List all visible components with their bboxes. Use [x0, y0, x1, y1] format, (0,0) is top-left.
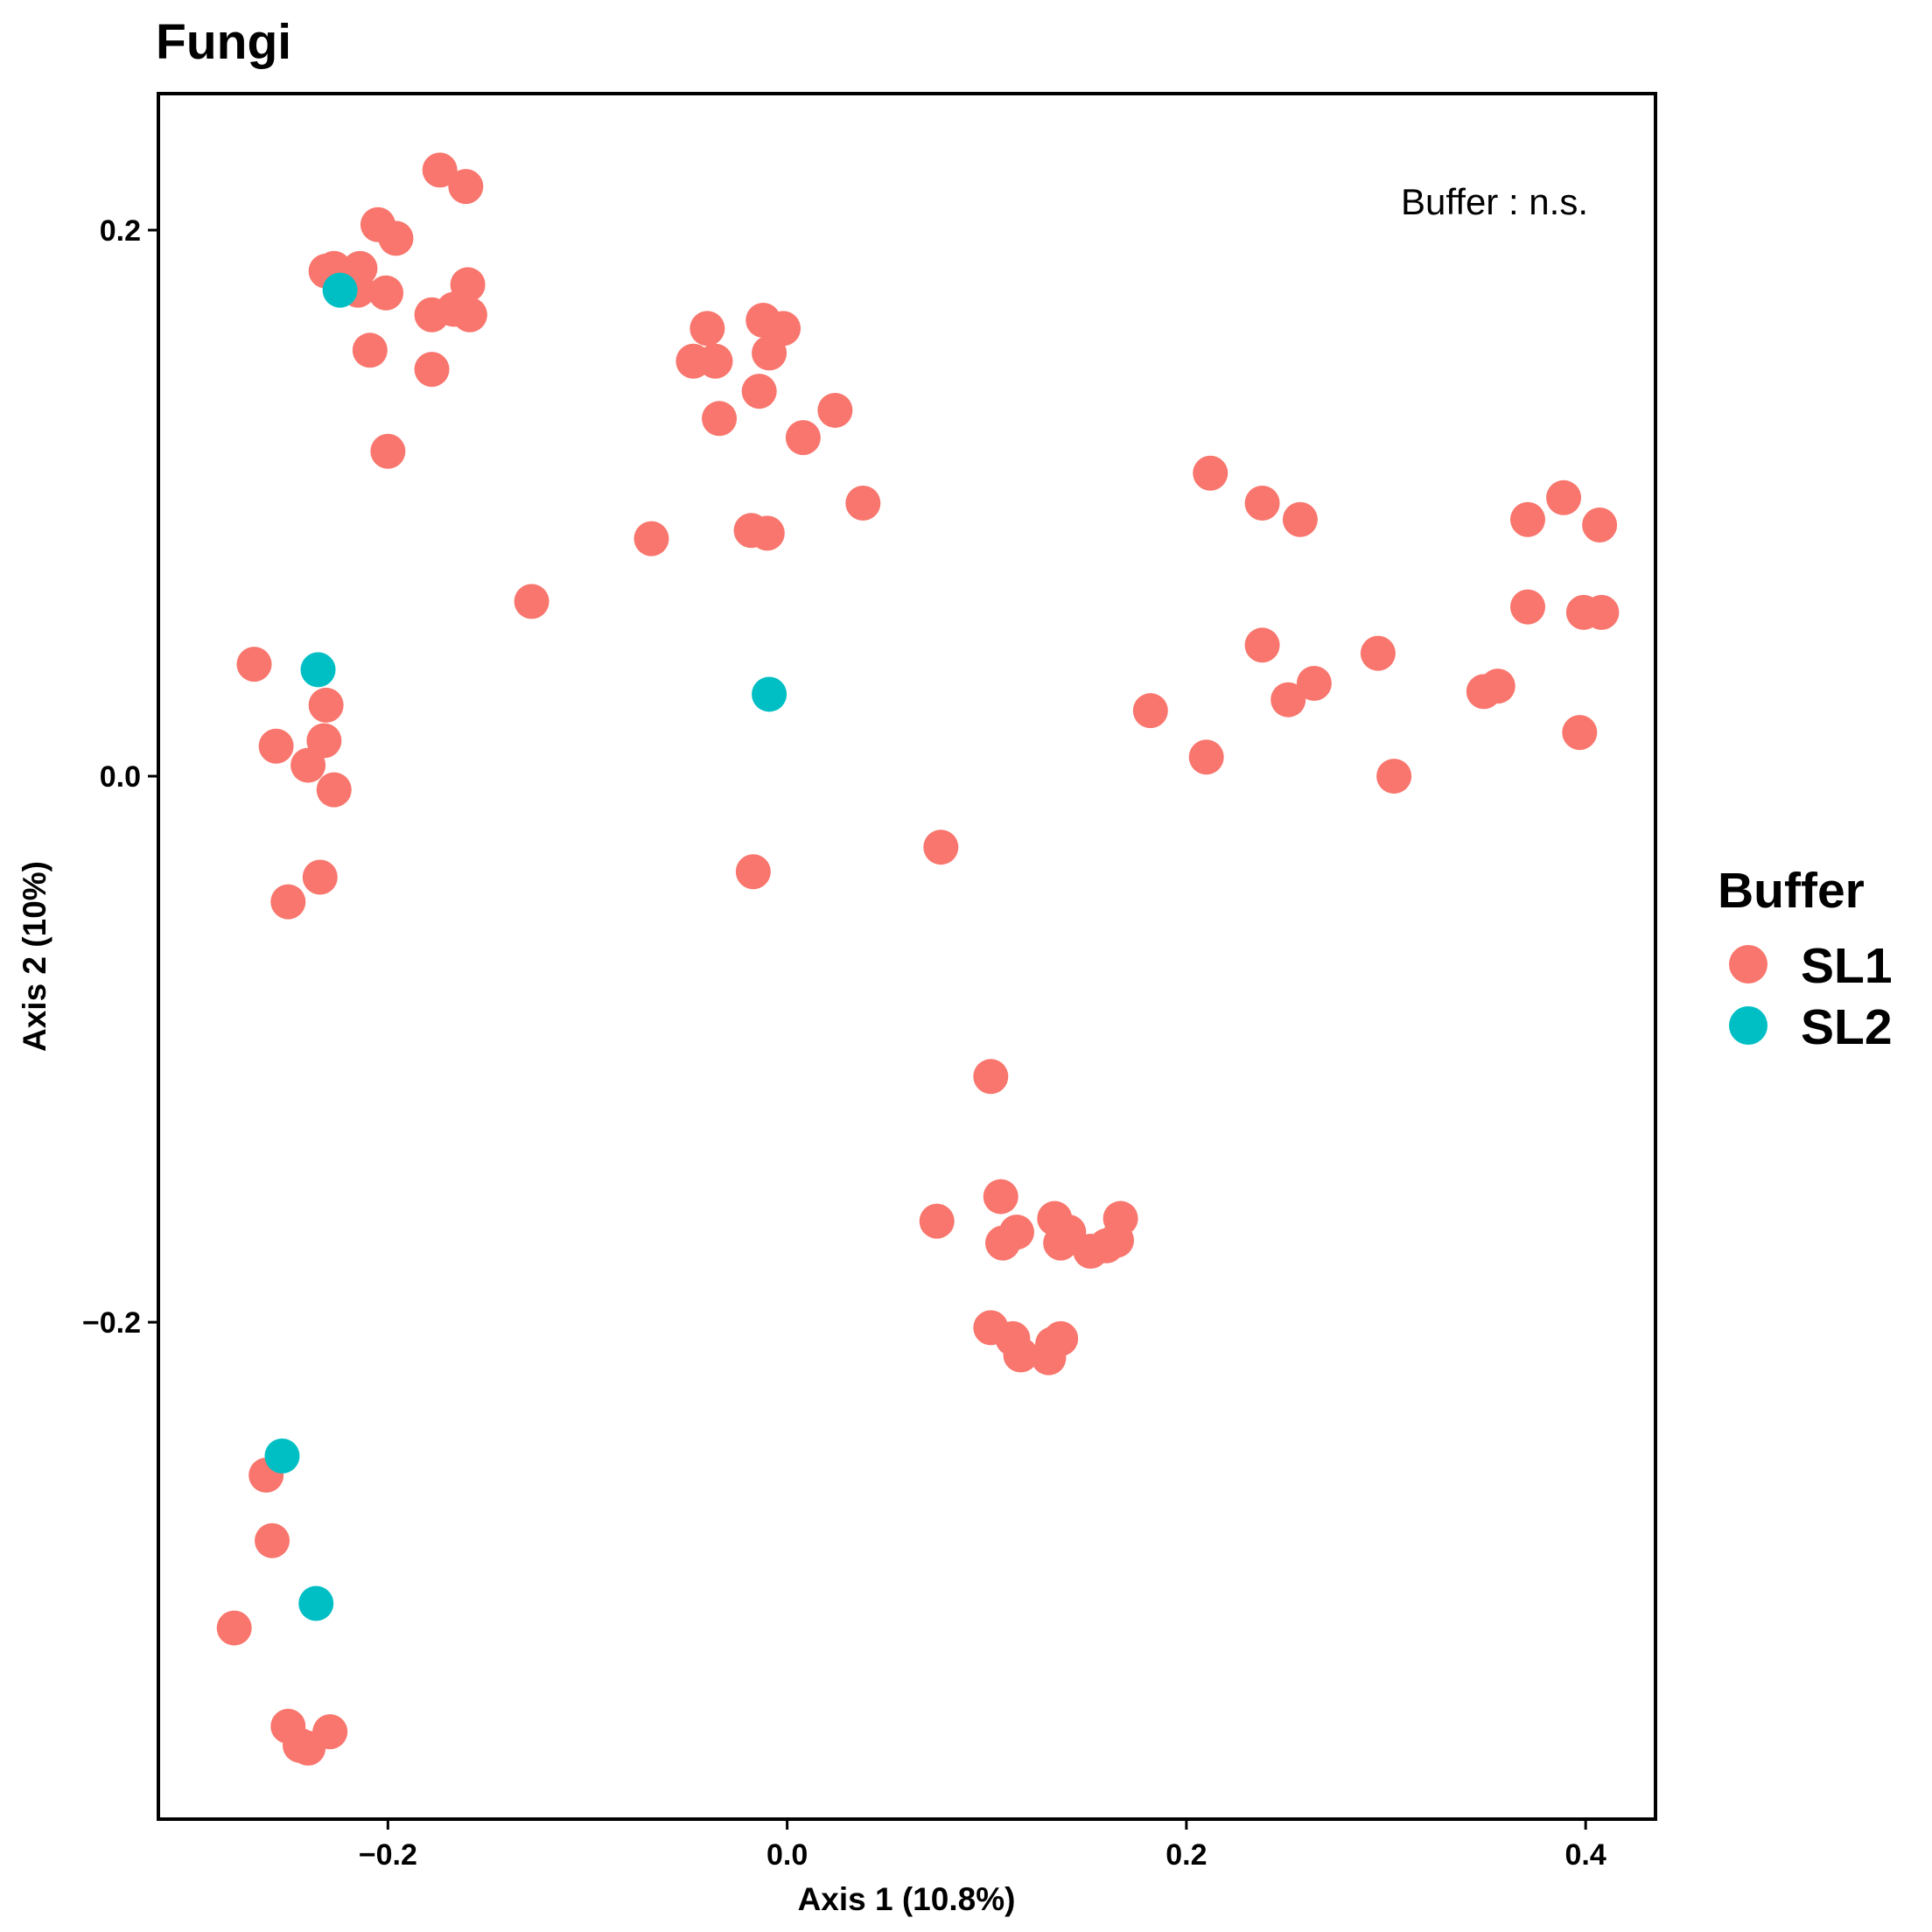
point-sl1	[634, 521, 669, 556]
legend-key-sl1	[1729, 945, 1768, 984]
legend-key-sl2	[1729, 1006, 1768, 1045]
point-sl1	[1582, 508, 1618, 542]
point-sl1	[1509, 589, 1545, 625]
point-sl1	[985, 1225, 1021, 1261]
point-sl2	[264, 1438, 300, 1474]
point-sl1	[845, 486, 881, 522]
point-sl1	[1035, 1326, 1071, 1362]
point-sl1	[919, 1203, 955, 1239]
point-sl1	[983, 1179, 1018, 1214]
point-sl1	[1003, 1337, 1039, 1373]
point-sl1	[270, 884, 306, 920]
point-sl1	[1360, 635, 1396, 671]
point-sl1	[1244, 627, 1280, 663]
x-axis-label: Axis 1 (10.8%)	[798, 1881, 1016, 1917]
point-sl1	[1296, 665, 1332, 701]
point-sl1	[1282, 501, 1318, 537]
point-sl1	[1376, 759, 1412, 794]
point-sl1	[1270, 682, 1306, 718]
point-sl1	[216, 1610, 252, 1646]
point-sl1	[1244, 486, 1280, 522]
y-tick-label: −0.2	[82, 1306, 141, 1340]
significance-annotation: Buffer : n.s.	[1401, 181, 1588, 222]
point-sl1	[923, 830, 959, 865]
point-sl1	[741, 374, 777, 410]
point-sl1	[697, 343, 733, 379]
point-sl1	[1088, 1228, 1124, 1264]
point-sl1	[1188, 739, 1224, 775]
point-sl1	[316, 772, 352, 808]
y-axis-label: Axis 2 (10%)	[17, 861, 52, 1052]
point-sl1	[973, 1059, 1009, 1095]
point-sl2	[752, 676, 788, 712]
point-sl1	[255, 1522, 290, 1558]
point-sl2	[300, 652, 336, 688]
point-sl1	[258, 728, 294, 764]
point-sl2	[322, 272, 358, 308]
y-axis: 0.2 0.0 −0.2	[82, 214, 158, 1340]
chart-title: Fungi	[156, 14, 291, 70]
point-sl1	[690, 311, 725, 346]
legend-label-sl2: SL2	[1801, 999, 1893, 1055]
point-sl1	[448, 169, 484, 205]
point-sl1	[302, 859, 338, 895]
x-tick-label: 0.4	[1565, 1838, 1606, 1872]
point-sl1	[414, 352, 450, 388]
point-sl1	[290, 1730, 326, 1766]
x-tick-label: −0.2	[359, 1838, 417, 1872]
x-tick-label: 0.0	[766, 1838, 808, 1872]
point-sl1	[236, 647, 272, 682]
point-sl1	[378, 220, 414, 256]
point-sl1	[1584, 594, 1620, 630]
point-sl1	[1193, 455, 1228, 491]
data-points	[216, 152, 1620, 1766]
point-sl1	[1509, 501, 1545, 537]
point-sl1	[1546, 480, 1582, 515]
x-tick-label: 0.2	[1166, 1838, 1207, 1872]
point-sl2	[298, 1586, 334, 1621]
point-sl1	[370, 433, 406, 469]
point-sl1	[749, 515, 785, 551]
point-sl1	[702, 401, 738, 437]
point-sl1	[452, 297, 487, 332]
point-sl1	[1562, 715, 1598, 751]
point-sl1	[352, 332, 388, 368]
point-sl1	[368, 275, 404, 311]
point-sl1	[1043, 1225, 1079, 1261]
legend-title: Buffer	[1718, 863, 1865, 919]
point-sl1	[1480, 668, 1516, 704]
plot-panel-border	[157, 92, 1657, 1821]
point-sl1	[422, 152, 458, 188]
point-sl1	[514, 584, 550, 620]
point-sl1	[735, 854, 771, 890]
legend-label-sl1: SL1	[1801, 938, 1893, 994]
point-sl1	[785, 420, 821, 456]
point-sl1	[1132, 693, 1168, 729]
y-tick-label: 0.0	[100, 760, 141, 794]
x-axis: −0.2 0.0 0.2 0.4	[359, 1819, 1606, 1872]
point-sl1	[752, 335, 788, 371]
point-sl1	[290, 747, 326, 783]
point-sl1	[308, 687, 344, 723]
point-sl1	[817, 392, 853, 428]
y-tick-label: 0.2	[100, 214, 141, 248]
